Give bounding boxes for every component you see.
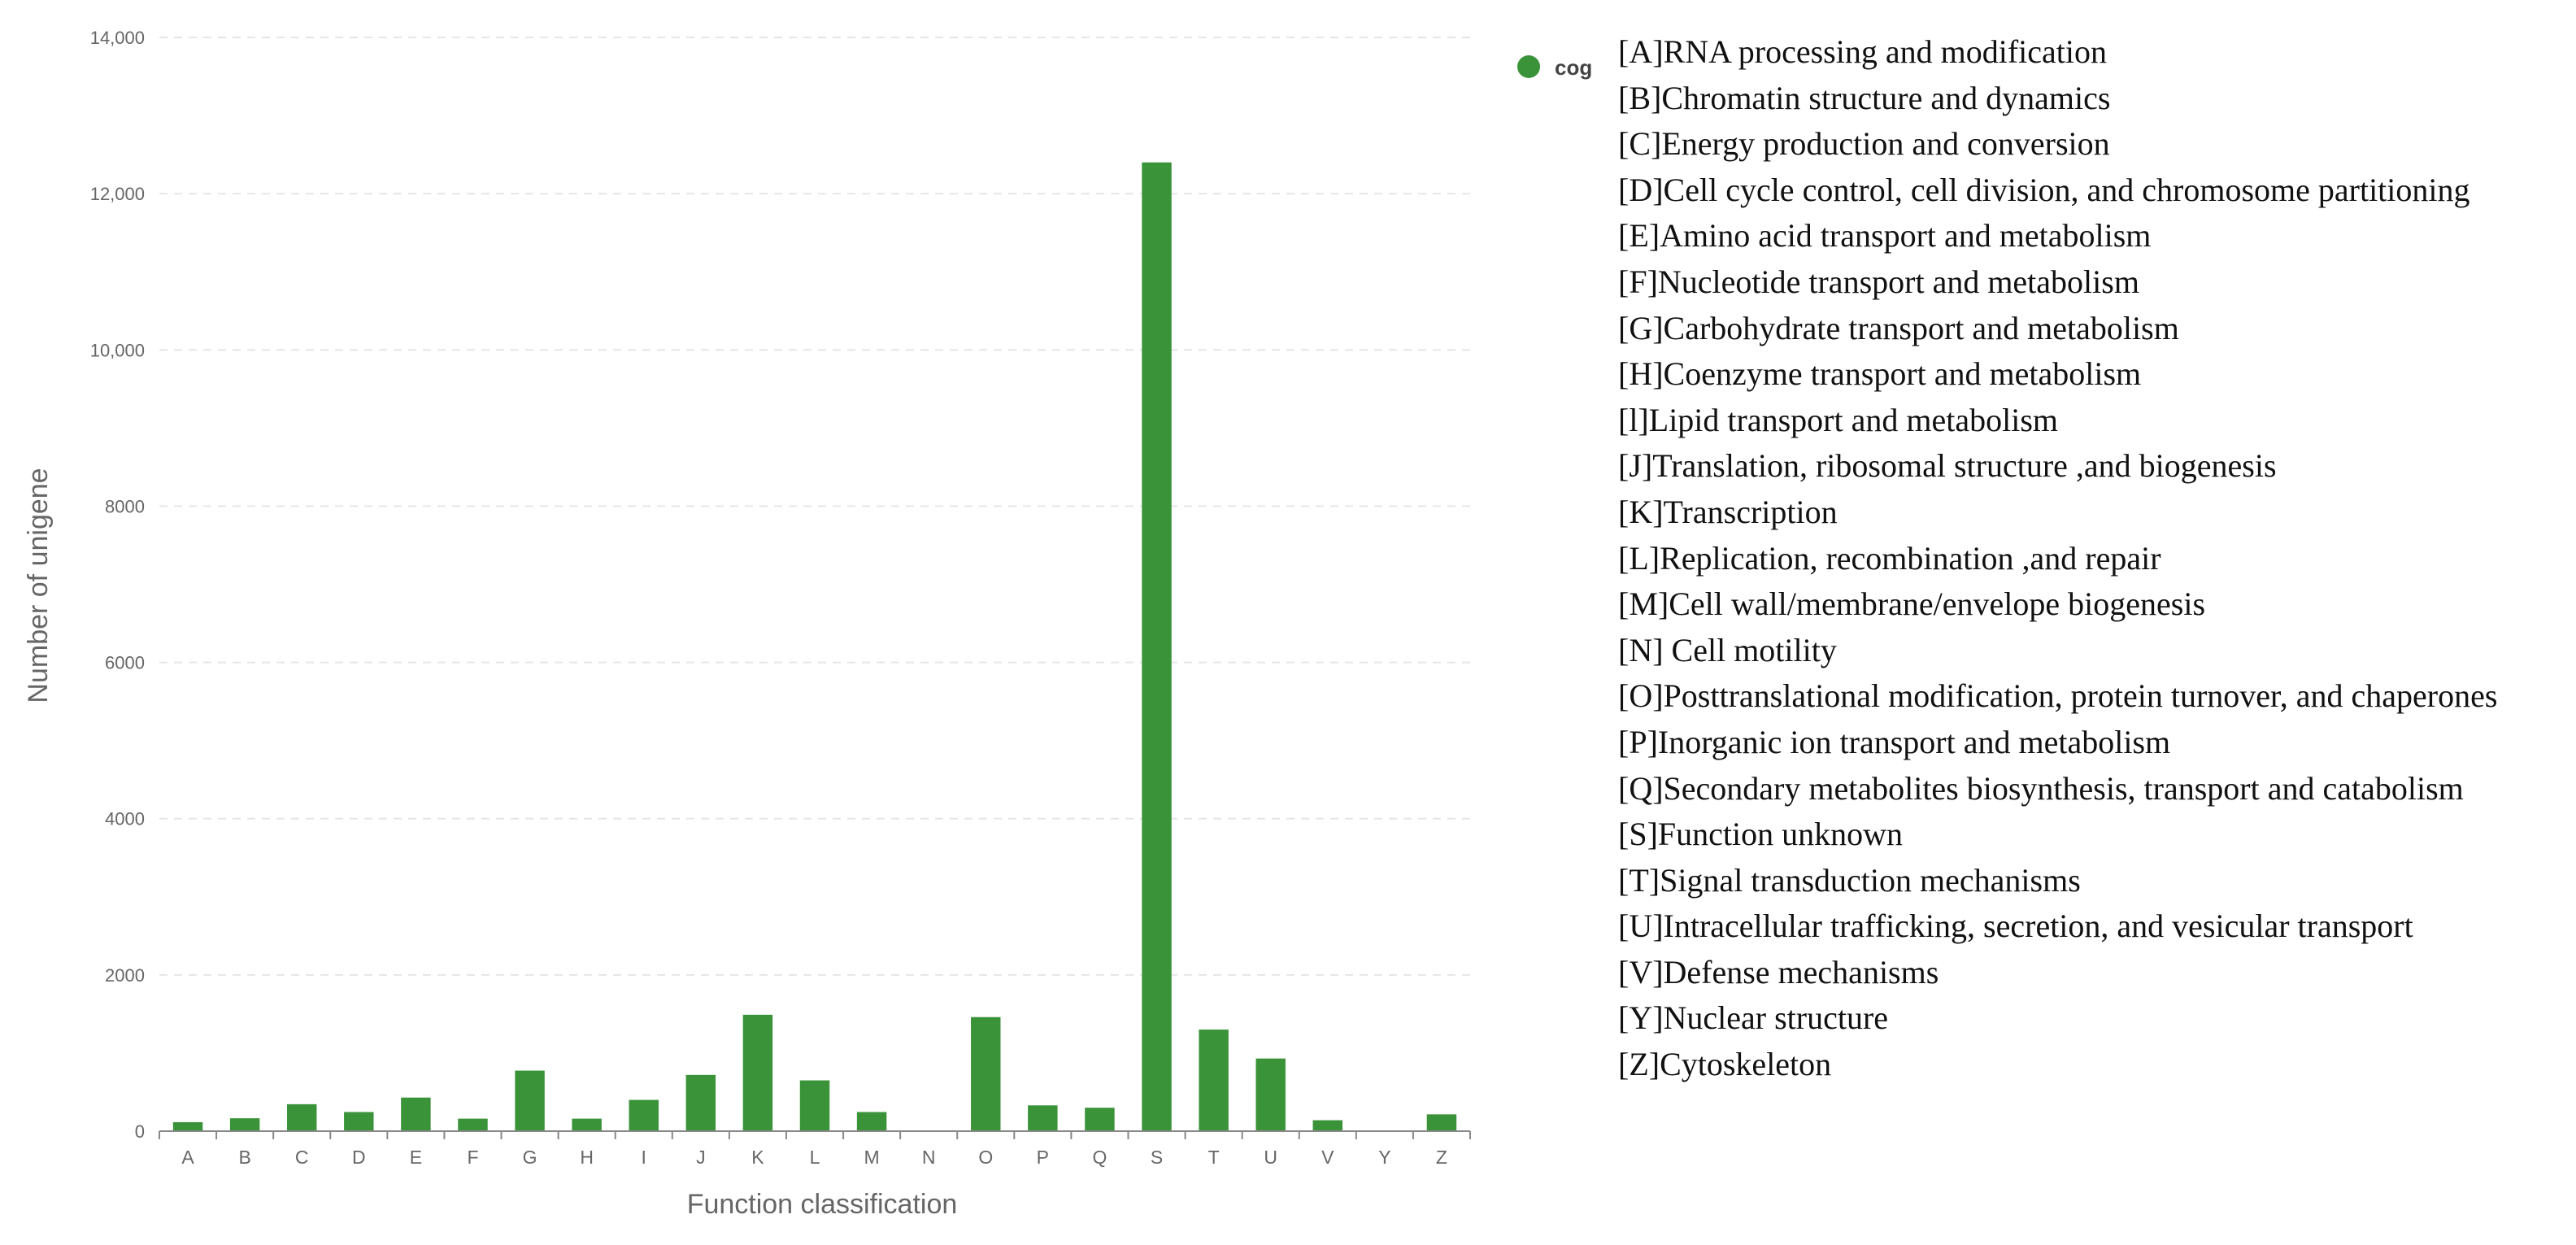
x-tick-label: Z: [1436, 1147, 1447, 1168]
x-tick-label: D: [352, 1147, 366, 1168]
x-tick-label: M: [864, 1147, 880, 1168]
bar-Z[interactable]: [1426, 1114, 1457, 1131]
category-description: [L]Replication, recombination ,and repai…: [1618, 539, 2161, 577]
x-tick-label: J: [696, 1147, 706, 1168]
bar-J[interactable]: [685, 1074, 716, 1131]
bar-O[interactable]: [971, 1016, 1001, 1131]
x-tick-label: V: [1321, 1147, 1334, 1168]
category-description: [G]Carbohydrate transport and metabolism: [1618, 309, 2179, 346]
x-tick-label: S: [1151, 1147, 1163, 1168]
category-description: [V]Defense mechanisms: [1618, 953, 1939, 990]
category-description: [Q]Secondary metabolites biosynthesis, t…: [1618, 769, 2464, 807]
x-tick-label: T: [1208, 1147, 1220, 1168]
bar-T[interactable]: [1199, 1030, 1229, 1131]
x-tick-label: Q: [1092, 1147, 1107, 1168]
bar-E[interactable]: [401, 1097, 431, 1131]
x-tick-label: U: [1264, 1147, 1277, 1168]
bar-K[interactable]: [742, 1014, 773, 1131]
category-descriptions: [A]RNA processing and modification [B]Chr…: [1618, 29, 2569, 1088]
x-tick-label: G: [523, 1147, 537, 1168]
x-tick-label: O: [978, 1147, 993, 1168]
category-description: [M]Cell wall/membrane/envelope biogenesi…: [1618, 585, 2206, 623]
y-tick-label: 6000: [105, 653, 145, 673]
y-axis-ticks: 0 2000 4000 6000 8000 10,000 12,000 14,000: [90, 28, 145, 1142]
y-tick-label: 12,000: [90, 184, 145, 204]
x-tick-label: F: [467, 1147, 478, 1168]
bars: [172, 162, 1457, 1132]
gridlines: [159, 37, 1470, 976]
x-tick-label: Y: [1378, 1147, 1390, 1168]
x-tick-label: E: [410, 1147, 422, 1168]
x-tick-label: P: [1037, 1147, 1049, 1168]
y-tick-label: 0: [135, 1121, 145, 1142]
x-tick-label: K: [751, 1147, 764, 1168]
category-description: [C]Energy production and conversion: [1618, 125, 2110, 163]
bar-H[interactable]: [572, 1118, 602, 1131]
bar-V[interactable]: [1312, 1120, 1343, 1131]
bar-I[interactable]: [629, 1099, 659, 1131]
bar-L[interactable]: [799, 1080, 830, 1131]
bar-U[interactable]: [1255, 1058, 1286, 1131]
category-description: [H]Coenzyme transport and metabolism: [1618, 355, 2142, 393]
category-description: [J]Translation, ribosomal structure ,and…: [1618, 447, 2277, 485]
legend-series[interactable]: cog: [1517, 55, 1592, 80]
x-tick-label: N: [922, 1147, 936, 1168]
bar-Q[interactable]: [1085, 1108, 1115, 1131]
bar-F[interactable]: [458, 1118, 488, 1131]
bar-A[interactable]: [172, 1121, 203, 1131]
category-description: [O]Posttranslational modification, prote…: [1618, 677, 2498, 715]
x-tick-label: B: [238, 1147, 250, 1168]
category-description: [K]Transcription: [1618, 493, 1838, 530]
x-tick-label: I: [642, 1147, 646, 1168]
bar-S[interactable]: [1142, 162, 1172, 1132]
bar-C[interactable]: [286, 1104, 317, 1131]
category-description: [Y]Nuclear structure: [1618, 999, 1889, 1037]
category-description: [A]RNA processing and modification: [1618, 33, 2107, 70]
bar-G[interactable]: [515, 1070, 545, 1131]
y-tick-label: 2000: [105, 965, 145, 986]
x-axis-title: Function classification: [687, 1189, 958, 1220]
x-tick-label: L: [810, 1147, 820, 1168]
y-axis-title: Number of unigene: [23, 468, 54, 703]
bar-B[interactable]: [229, 1118, 260, 1131]
category-description: [E]Amino acid transport and metabolism: [1618, 217, 2152, 255]
category-description: [F]Nucleotide transport and metabolism: [1618, 263, 2139, 300]
x-tick-label: C: [295, 1147, 309, 1168]
category-description: [l]Lipid transport and metabolism: [1618, 401, 2058, 438]
y-tick-label: 14,000: [90, 28, 145, 48]
category-description: [T]Signal transduction mechanisms: [1618, 861, 2081, 899]
category-description: [D]Cell cycle control, cell division, an…: [1618, 171, 2470, 208]
category-description: [Z]Cytoskeleton: [1618, 1046, 1832, 1083]
x-tick-label: A: [181, 1147, 194, 1168]
category-description: [S]Function unknown: [1618, 816, 1903, 853]
category-description: [N] Cell motility: [1618, 631, 1837, 668]
y-tick-label: 4000: [105, 809, 145, 829]
bar-D[interactable]: [344, 1112, 374, 1131]
category-description: [U]Intracellular trafficking, secretion,…: [1618, 908, 2413, 945]
legend-series-label: cog: [1555, 55, 1592, 80]
bar-M[interactable]: [856, 1112, 887, 1131]
y-tick-label: 8000: [105, 496, 145, 516]
legend-marker-icon: [1517, 55, 1540, 78]
category-description: [P]Inorganic ion transport and metabolis…: [1618, 723, 2171, 760]
x-tick-label: H: [580, 1147, 594, 1168]
y-tick-label: 10,000: [90, 340, 145, 360]
category-description: [B]Chromatin structure and dynamics: [1618, 79, 2111, 116]
bar-P[interactable]: [1028, 1105, 1058, 1131]
